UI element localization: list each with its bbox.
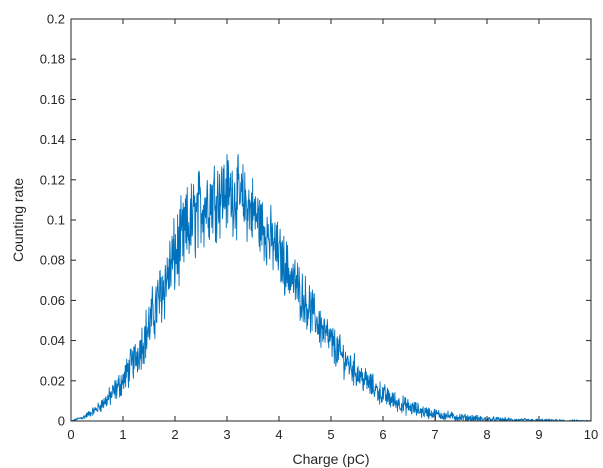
x-tick-label: 9 bbox=[535, 427, 542, 442]
y-tick-label: 0 bbox=[58, 414, 65, 429]
y-tick-label: 0.16 bbox=[40, 92, 65, 107]
y-tick-label: 0.12 bbox=[40, 172, 65, 187]
series-layer bbox=[70, 153, 592, 422]
y-axis-label: Counting rate bbox=[10, 178, 26, 262]
x-tick-label: 10 bbox=[584, 427, 598, 442]
x-axis-label: Charge (pC) bbox=[292, 451, 369, 467]
x-tick-label: 0 bbox=[67, 427, 74, 442]
y-tick-label: 0.1 bbox=[47, 213, 65, 228]
series-line bbox=[70, 153, 592, 422]
y-tick-label: 0.04 bbox=[40, 333, 65, 348]
x-tick-label: 7 bbox=[431, 427, 438, 442]
y-tick-label: 0.14 bbox=[40, 132, 65, 147]
y-tick-label: 0.2 bbox=[47, 12, 65, 27]
x-tick-label: 8 bbox=[483, 427, 490, 442]
x-tick-label: 1 bbox=[119, 427, 126, 442]
x-axis-ticks: 0 1 2 3 4 5 6 7 8 9 10 bbox=[67, 19, 598, 442]
x-tick-label: 6 bbox=[379, 427, 386, 442]
y-tick-label: 0.06 bbox=[40, 293, 65, 308]
y-tick-label: 0.08 bbox=[40, 253, 65, 268]
x-tick-label: 2 bbox=[171, 427, 178, 442]
y-axis-ticks: 0 0.02 0.04 0.06 0.08 0.1 0.12 0.14 0.16 0.18 0.2 bbox=[40, 12, 591, 429]
x-tick-label: 4 bbox=[275, 427, 282, 442]
y-tick-label: 0.18 bbox=[40, 52, 65, 67]
x-tick-label: 3 bbox=[223, 427, 230, 442]
y-tick-label: 0.02 bbox=[40, 373, 65, 388]
x-tick-label: 5 bbox=[327, 427, 334, 442]
